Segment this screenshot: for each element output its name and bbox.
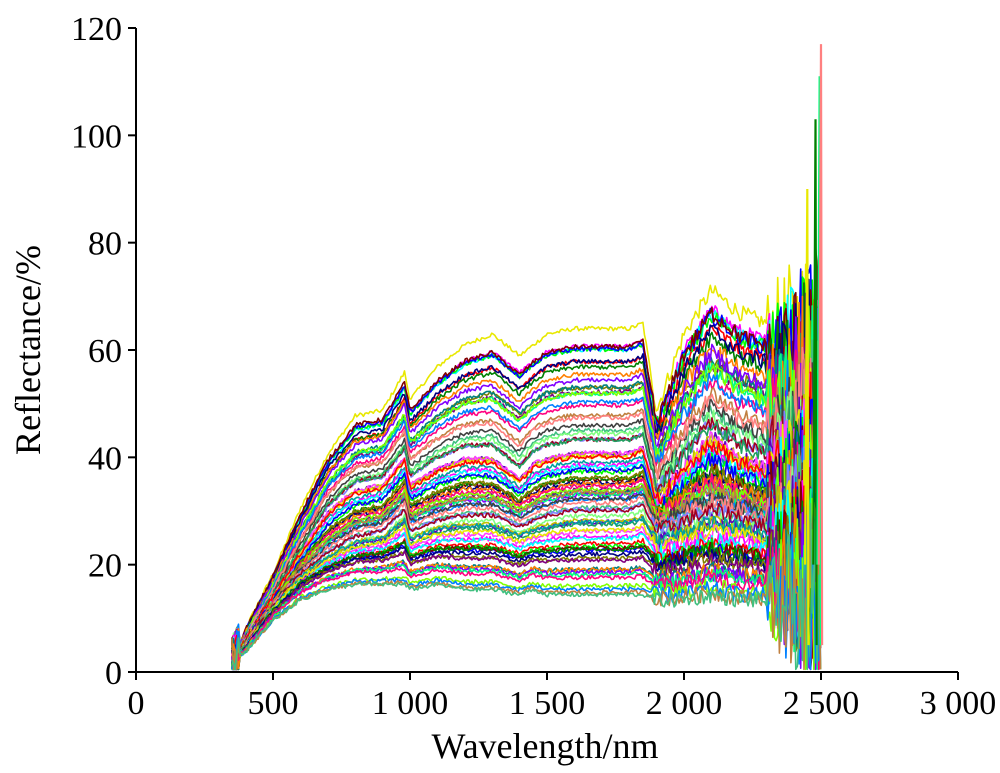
y-tick-label: 100 [71,118,122,155]
spike-line [804,188,810,646]
x-tick-label: 1 000 [372,685,449,722]
x-tick-label: 0 [128,685,145,722]
y-tick-label: 120 [71,11,122,48]
series-lines [231,44,824,671]
series-line [231,263,822,671]
series-line [231,371,822,659]
x-tick-label: 1 500 [509,685,586,722]
spike-line [812,119,818,646]
series-line [231,502,822,671]
series-line [231,344,822,670]
series-line [231,395,822,671]
y-tick-label: 0 [105,655,122,692]
series-line [231,447,822,671]
series-line [231,411,822,663]
series-line [231,488,822,671]
x-tick-label: 2 000 [646,685,723,722]
y-axis-title: Reflectance/% [8,245,48,455]
series-line [231,359,822,652]
series-line [231,277,822,671]
series-line [231,359,822,667]
series-line [231,447,822,671]
x-axis-title: Wavelength/nm [431,726,658,766]
series-line [231,438,822,671]
series-line [231,305,822,671]
y-tick-label: 60 [88,333,122,370]
y-tick-label: 40 [88,440,122,477]
series-line [231,278,822,671]
x-tick-label: 3 000 [920,685,997,722]
series-line [231,457,822,671]
y-tick-label: 80 [88,226,122,263]
series-line [231,245,822,671]
x-tick-label: 500 [248,685,299,722]
series-line [231,511,822,671]
spike-line [817,44,824,646]
series-line [231,307,822,671]
ticks: 0 500 1 000 1 500 2 000 2 500 3 000 0 20 40 60 80 10… [71,11,996,722]
y-tick-label: 20 [88,548,122,585]
series-line [231,346,822,671]
series-line [231,486,822,670]
series-line [231,459,822,671]
x-tick-label: 2 500 [783,685,860,722]
series-line [231,412,822,671]
